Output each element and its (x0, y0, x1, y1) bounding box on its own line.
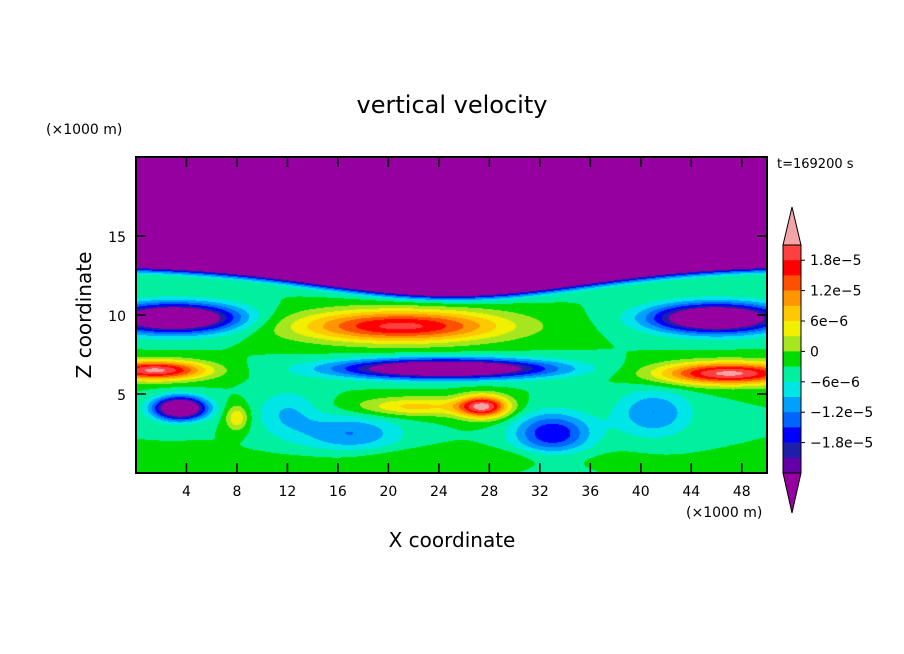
colorbar-segment (783, 290, 801, 307)
colorbar-segment (783, 351, 801, 367)
y-tick-label: 15 (108, 230, 126, 246)
colorbar-segment (783, 245, 801, 261)
x-tick-label: 28 (480, 484, 498, 500)
colorbar-label: −6e−6 (810, 375, 860, 391)
x-unit-label: (×1000 m) (686, 505, 762, 521)
colorbar: 1.8e−5 1.2e−5 6e−6 0 −6e−6 −1.2e−5 −1.8e−5 (782, 206, 873, 514)
x-tick-label: 4 (182, 484, 191, 500)
chart-title: vertical velocity (357, 91, 548, 119)
colorbar-segment (783, 442, 801, 459)
x-tick-label: 8 (232, 484, 241, 500)
x-tick-label: 24 (430, 484, 448, 500)
y-tick-label: 5 (117, 388, 126, 404)
colorbar-under-triangle (782, 472, 802, 514)
plot-area (135, 156, 768, 474)
x-tick-label: 40 (632, 484, 650, 500)
colorbar-label: 6e−6 (810, 314, 848, 330)
x-axis-label: X coordinate (389, 528, 516, 552)
colorbar-segment (783, 427, 801, 443)
contour-field (136, 157, 767, 473)
x-tick-label: 20 (379, 484, 397, 500)
x-tick-label: 16 (329, 484, 347, 500)
colorbar-segment (783, 260, 801, 276)
y-tick-label: 10 (108, 309, 126, 325)
colorbar-label: −1.2e−5 (810, 405, 873, 421)
y-axis: 5 10 15 (108, 230, 767, 404)
colorbar-segment (783, 397, 801, 413)
colorbar-label: −1.8e−5 (810, 436, 873, 452)
colorbar-segment (783, 336, 801, 352)
colorbar-segment (783, 305, 801, 322)
colorbar-segment (783, 275, 801, 291)
time-label: t=169200 s (777, 157, 854, 172)
colorbar-frame (782, 244, 802, 474)
x-tick-label: 48 (733, 484, 751, 500)
colorbar-label: 1.8e−5 (810, 253, 862, 269)
colorbar-segment (783, 457, 801, 474)
colorbar-label: 0 (810, 344, 819, 360)
y-unit-label: (×1000 m) (46, 122, 122, 138)
x-tick-label: 12 (279, 484, 297, 500)
x-tick-label: 32 (531, 484, 549, 500)
colorbar-segment (783, 412, 801, 428)
colorbar-label: 1.2e−5 (810, 284, 862, 300)
colorbar-segment (783, 381, 801, 398)
x-tick-label: 44 (682, 484, 700, 500)
x-axis: 4 8 12 16 20 24 28 32 36 40 44 48 (182, 157, 751, 500)
colorbar-segment (783, 321, 801, 337)
x-tick-label: 36 (581, 484, 599, 500)
y-axis-label: Z coordinate (72, 252, 96, 379)
colorbar-over-triangle (782, 206, 802, 246)
colorbar-segment (783, 366, 801, 383)
